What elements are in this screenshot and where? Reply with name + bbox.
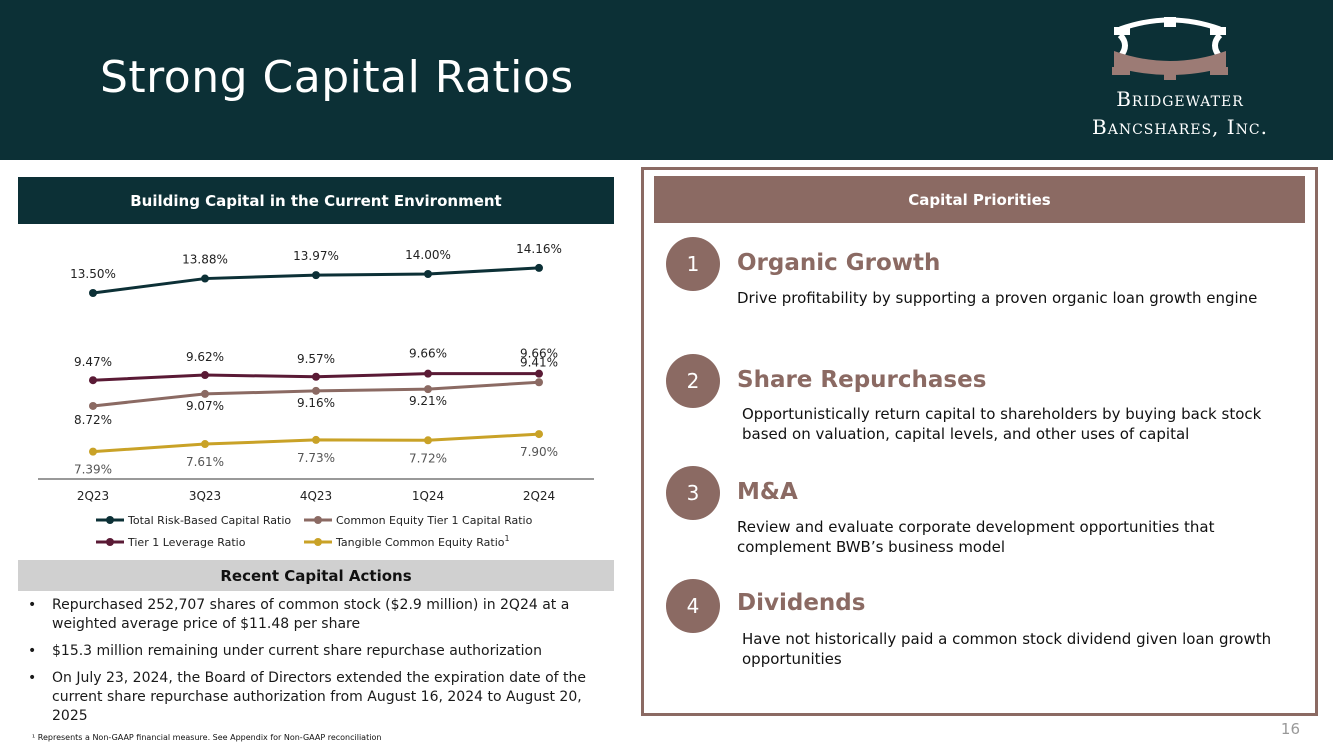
priority-3-description: Review and evaluate corporate developmen… bbox=[737, 518, 1215, 556]
company-logo: Bridgewater Bancshares, Inc. bbox=[1060, 15, 1300, 145]
data-point-s1-4q23 bbox=[312, 271, 320, 280]
x-tick-label-2q24: 2Q24 bbox=[523, 489, 555, 503]
action-text: $15.3 million remaining under current sh… bbox=[52, 643, 542, 659]
capital-priorities-panel bbox=[641, 167, 1318, 716]
data-point-s2-2q24 bbox=[535, 378, 543, 387]
capital-ratio-chart-svg: 2Q23 3Q23 4Q23 1Q24 2Q24 13.50% 13.88% 13.97% 14… bbox=[38, 242, 594, 549]
data-point-s3-1q24 bbox=[424, 369, 432, 378]
data-label-s3-2q24: 9.66% bbox=[520, 347, 558, 361]
priority-4-description: Have not historically paid a common stoc… bbox=[742, 630, 1272, 668]
priority-1-title: Organic Growth bbox=[737, 250, 941, 276]
priority-4-title: Dividends bbox=[737, 590, 866, 616]
data-point-s1-2q24 bbox=[535, 263, 543, 272]
data-label-s2-1q24: 9.21% bbox=[409, 394, 447, 408]
priority-2-title: Share Repurchases bbox=[737, 367, 987, 393]
data-point-s4-4q23 bbox=[312, 435, 320, 444]
data-label-s2-4q23: 9.16% bbox=[297, 396, 335, 410]
x-tick-label-3q23: 3Q23 bbox=[189, 489, 221, 503]
action-text: On July 23, 2024, the Board of Directors… bbox=[52, 670, 587, 724]
recent-capital-actions-header: Recent Capital Actions bbox=[18, 560, 614, 591]
legend-swatch-marker-1 bbox=[106, 516, 114, 524]
building-capital-header: Building Capital in the Current Environm… bbox=[18, 177, 614, 224]
data-point-s1-1q24 bbox=[424, 270, 432, 278]
header-banner: Strong Capital Ratios Bridgewater Bancsh… bbox=[0, 0, 1333, 160]
data-label-s1-4q23: 13.97% bbox=[293, 249, 339, 263]
list-item: • Repurchased 252,707 shares of common st… bbox=[28, 596, 608, 634]
x-tick-label-1q24: 1Q24 bbox=[412, 489, 444, 503]
data-point-s4-3q23 bbox=[201, 440, 209, 449]
data-label-s4-4q23: 7.73% bbox=[297, 451, 335, 465]
data-point-s4-2q23 bbox=[89, 447, 97, 456]
x-tick-label-2q23: 2Q23 bbox=[77, 489, 109, 503]
data-label-s1-2q24: 14.16% bbox=[516, 242, 562, 256]
footnote: ¹ Represents a Non-GAAP financial measur… bbox=[32, 733, 382, 742]
data-label-s3-1q24: 9.66% bbox=[409, 347, 447, 361]
data-label-s2-2q24: 9.41% bbox=[520, 355, 558, 369]
data-label-s1-2q23: 13.50% bbox=[70, 267, 116, 281]
bullet-icon: • bbox=[28, 670, 37, 686]
capital-priorities-header: Capital Priorities bbox=[654, 176, 1305, 223]
data-label-s4-1q24: 7.72% bbox=[409, 451, 447, 465]
data-label-s4-2q24: 7.90% bbox=[520, 445, 558, 459]
data-point-s1-2q23 bbox=[89, 289, 97, 297]
priority-1-description: Drive profitability by supporting a prov… bbox=[737, 289, 1258, 307]
legend-label-4: Tangible Common Equity Ratio1 bbox=[335, 534, 510, 549]
data-point-s2-3q23 bbox=[201, 389, 209, 398]
list-item: • $15.3 million remaining under current s… bbox=[28, 642, 608, 661]
data-point-s2-4q23 bbox=[312, 386, 320, 395]
data-point-s3-2q24 bbox=[535, 369, 543, 378]
data-label-s1-3q23: 13.88% bbox=[182, 253, 228, 267]
priority-2-description: Opportunistically return capital to shar… bbox=[742, 405, 1262, 443]
legend-swatch-marker-4 bbox=[314, 538, 322, 546]
data-label-s3-4q23: 9.57% bbox=[297, 352, 335, 366]
bullet-icon: • bbox=[28, 597, 37, 613]
data-point-s1-3q23 bbox=[201, 274, 209, 283]
page-title: Strong Capital Ratios bbox=[100, 52, 574, 103]
legend-label-2: Common Equity Tier 1 Capital Ratio bbox=[336, 514, 533, 527]
data-label-s1-1q24: 14.00% bbox=[405, 248, 451, 262]
legend-swatch-marker-2 bbox=[314, 516, 322, 524]
data-label-s4-3q23: 7.61% bbox=[186, 455, 224, 469]
priority-2-number-badge: 2 bbox=[666, 354, 720, 408]
data-point-s3-3q23 bbox=[201, 371, 209, 380]
data-label-s3-3q23: 9.62% bbox=[186, 350, 224, 364]
capital-ratio-chart: 2Q23 3Q23 4Q23 1Q24 2Q24 13.50% 13.88% 13.97% 14… bbox=[18, 230, 614, 560]
list-item: • On July 23, 2024, the Board of Director… bbox=[28, 669, 608, 726]
data-point-s4-1q24 bbox=[424, 436, 432, 445]
data-label-s2-2q23: 8.72% bbox=[74, 413, 112, 427]
legend-label-3: Tier 1 Leverage Ratio bbox=[127, 536, 246, 549]
bridge-logo-icon bbox=[1112, 17, 1228, 80]
logo-text-line1: Bridgewater bbox=[1116, 87, 1244, 111]
page-number: 16 bbox=[1280, 720, 1300, 738]
priority-1-number-badge: 1 bbox=[666, 237, 720, 291]
data-point-s4-2q24 bbox=[535, 430, 543, 439]
data-label-s4-2q23: 7.39% bbox=[74, 463, 112, 477]
legend-superscript: 1 bbox=[505, 534, 510, 543]
priority-4-number-badge: 4 bbox=[666, 579, 720, 633]
legend-label-1: Total Risk-Based Capital Ratio bbox=[127, 514, 291, 527]
priority-3-title: M&A bbox=[737, 479, 798, 505]
data-point-s2-2q23 bbox=[89, 401, 97, 410]
data-label-s2-3q23: 9.07% bbox=[186, 399, 224, 413]
x-tick-label-4q23: 4Q23 bbox=[300, 489, 332, 503]
data-label-s3-2q23: 9.47% bbox=[74, 355, 112, 369]
priority-3-number-badge: 3 bbox=[666, 466, 720, 520]
bullet-icon: • bbox=[28, 643, 37, 659]
logo-text-line2: Bancshares, Inc. bbox=[1092, 115, 1268, 139]
data-point-s3-2q23 bbox=[89, 376, 97, 385]
data-point-s2-1q24 bbox=[424, 385, 432, 394]
capital-actions-list: • Repurchased 252,707 shares of common st… bbox=[28, 596, 608, 734]
data-point-s3-4q23 bbox=[312, 372, 320, 381]
action-text: Repurchased 252,707 shares of common sto… bbox=[52, 597, 570, 632]
legend-swatch-marker-3 bbox=[106, 538, 114, 546]
